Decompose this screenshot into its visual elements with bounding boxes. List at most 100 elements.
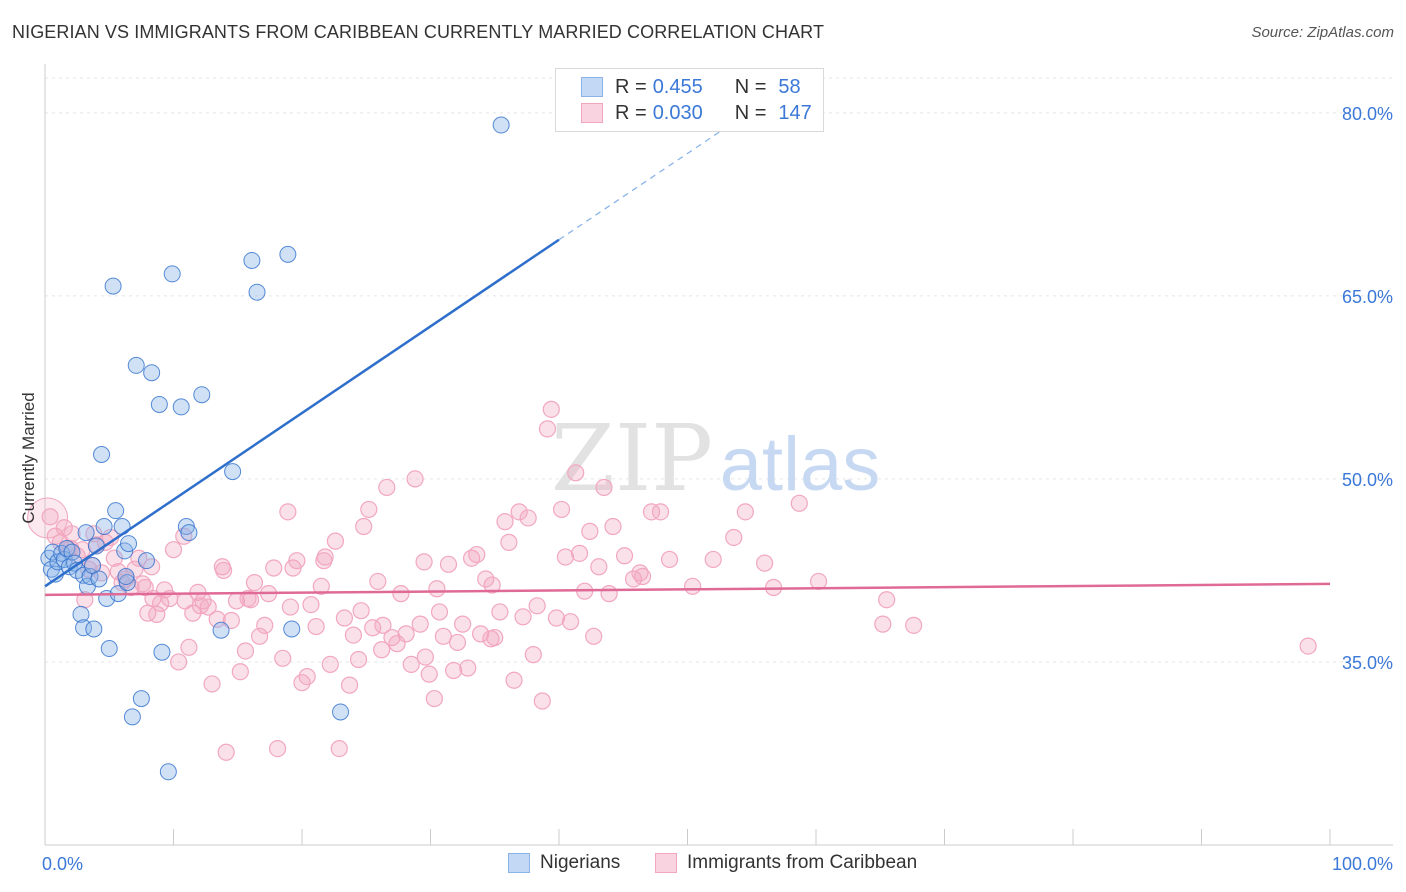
caribbean-point — [373, 641, 391, 659]
caribbean-point — [340, 676, 359, 694]
caribbean-point — [402, 655, 420, 673]
caribbean-point — [378, 478, 396, 497]
y-tick-label: 50.0% — [1342, 470, 1393, 490]
nigerian-point — [123, 708, 141, 726]
nigerian-point — [248, 283, 266, 301]
caribbean-point — [326, 532, 345, 550]
caribbean-point — [538, 420, 557, 438]
nigerian-point — [93, 446, 111, 463]
caribbean-point — [176, 592, 194, 610]
caribbean-point — [428, 580, 446, 598]
caribbean-point — [397, 625, 415, 643]
y-tick-label: 35.0% — [1342, 653, 1393, 673]
caribbean-point — [595, 478, 613, 497]
trend-lines — [44, 118, 1331, 597]
caribbean-point — [642, 503, 661, 521]
caribbean-point — [1299, 637, 1317, 655]
caribbean-point — [468, 545, 486, 564]
caribbean-point — [416, 648, 434, 666]
axes — [44, 64, 1393, 846]
nigerian-point — [72, 605, 90, 623]
nigerian-point — [85, 620, 103, 638]
legend-n-value: 147 — [778, 101, 812, 124]
legend-label-nigerians: Nigerians — [540, 852, 621, 873]
caribbean-point-large — [27, 497, 69, 539]
caribbean-point — [315, 552, 333, 570]
nigerian-point — [283, 620, 301, 638]
caribbean-point — [459, 659, 477, 677]
legend-r-value: 0.455 — [652, 75, 703, 98]
caribbean-point — [170, 653, 188, 671]
gridlines — [45, 77, 1393, 663]
caribbean-point — [874, 615, 892, 633]
nigerian-points — [40, 116, 510, 781]
legend-n-value: 58 — [778, 75, 801, 98]
nigerian-point — [127, 356, 145, 374]
caribbean-point — [491, 603, 509, 621]
caribbean-point — [411, 615, 429, 633]
caribbean-point — [725, 528, 743, 547]
caribbean-point — [126, 560, 144, 578]
legend-swatch-blue — [581, 77, 603, 97]
y-tick-label: 65.0% — [1342, 287, 1393, 307]
caribbean-point — [302, 595, 320, 614]
caribbean-point — [552, 500, 571, 519]
caribbean-point — [500, 533, 518, 551]
caribbean-point — [684, 577, 702, 595]
caribbean-point — [439, 555, 458, 573]
legend-r-label: R = — [615, 75, 647, 98]
caribbean-point — [63, 525, 81, 543]
caribbean-point — [556, 548, 575, 566]
caribbean-point — [477, 570, 495, 588]
caribbean-point — [542, 400, 560, 418]
caribbean-point — [905, 616, 923, 634]
caribbean-point — [736, 503, 754, 521]
caribbean-point — [425, 689, 443, 708]
caribbean-point — [256, 616, 274, 634]
caribbean-point — [496, 513, 514, 531]
y-axis-label: Currently Married — [19, 392, 38, 523]
caribbean-point — [321, 655, 339, 673]
caribbean-point — [570, 544, 589, 562]
caribbean-point — [510, 503, 528, 521]
nigerian-point — [159, 763, 177, 781]
chart-title: NIGERIAN VS IMMIGRANTS FROM CARIBBEAN CU… — [12, 22, 825, 42]
caribbean-point — [335, 609, 354, 627]
nigerian-point — [224, 463, 242, 481]
caribbean-point — [590, 558, 608, 576]
caribbean-point — [533, 692, 551, 710]
caribbean-point — [415, 553, 433, 571]
nigerian-point — [95, 517, 113, 535]
legend-item-nigerians: Nigerians — [508, 852, 620, 874]
caribbean-point — [472, 625, 490, 643]
legend-n-label: N = — [734, 101, 767, 124]
legend-row-caribbean: R = 0.030 N = 147 — [581, 101, 812, 125]
caribbean-point — [349, 650, 368, 669]
caribbean-point — [288, 552, 306, 570]
caribbean-point — [236, 642, 255, 660]
caribbean-point — [547, 609, 566, 627]
caribbean-point — [567, 464, 585, 482]
caribbean-point — [519, 509, 537, 527]
nigerian-point — [100, 640, 118, 658]
legend-label-caribbean: Immigrants from Caribbean — [687, 852, 918, 873]
caribbean-point — [279, 503, 297, 521]
nigerian-point — [132, 690, 150, 708]
caribbean-point — [434, 627, 452, 645]
caribbean-point — [203, 675, 221, 693]
nigerian-point — [180, 524, 198, 542]
caribbean-point — [524, 646, 542, 664]
caribbean-points — [27, 400, 1317, 761]
caribbean-point — [41, 508, 59, 526]
nigerian-point — [172, 398, 190, 416]
nigerian-point — [104, 277, 122, 295]
caribbean-point — [448, 633, 467, 652]
nigerian-point — [212, 621, 230, 639]
caribbean-point — [878, 591, 896, 609]
caribbean-point — [704, 550, 722, 569]
nigerian-point — [153, 643, 171, 661]
caribbean-point — [239, 589, 257, 608]
caribbean-point — [561, 613, 580, 631]
caribbean-point — [406, 470, 424, 488]
